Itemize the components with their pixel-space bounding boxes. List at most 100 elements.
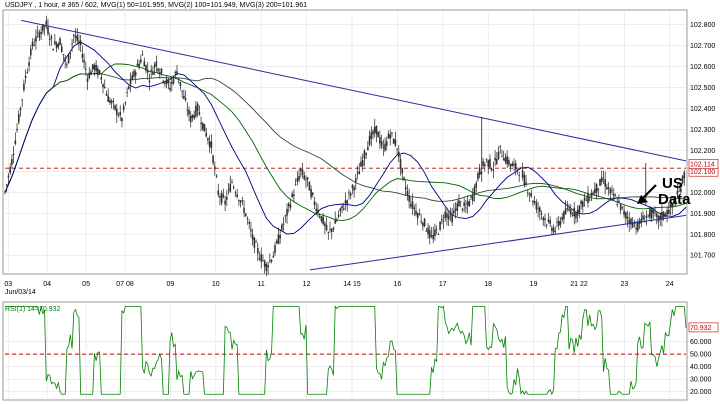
bar-body — [29, 48, 32, 56]
bar-body — [336, 219, 338, 221]
bar-body — [485, 159, 488, 160]
bar-body — [370, 132, 373, 139]
bar-body — [482, 161, 484, 166]
bar-body — [179, 81, 182, 87]
bar-body — [418, 213, 421, 215]
bar-body — [466, 201, 469, 206]
bar-body — [91, 64, 94, 69]
bar-body — [468, 201, 471, 207]
bar-body — [241, 200, 244, 202]
bar-body — [416, 213, 419, 219]
bar-body — [42, 23, 44, 32]
bar-body — [129, 78, 132, 85]
bar-body — [341, 205, 343, 209]
bar-body — [545, 224, 548, 226]
bar-body — [334, 219, 336, 224]
bar-body — [604, 179, 606, 187]
bar-body — [544, 218, 546, 221]
bar-body — [126, 91, 128, 93]
bar-body — [451, 214, 453, 223]
bar-body — [145, 65, 147, 71]
bar-body — [195, 106, 197, 117]
bar-body — [52, 49, 54, 51]
bar-body — [363, 150, 366, 159]
time-tick-label: 17 — [439, 281, 447, 288]
bar-body — [255, 241, 257, 243]
bar-body — [40, 31, 42, 34]
bar-body — [561, 217, 563, 220]
bar-body — [367, 146, 369, 151]
bar-body — [265, 263, 268, 271]
price-tick-label: 102.600 — [690, 64, 715, 71]
grid-lines — [5, 12, 686, 272]
bar-body — [394, 139, 397, 146]
bar-body — [398, 151, 400, 158]
bar-body — [158, 72, 161, 75]
price-tick-label: 101.700 — [690, 253, 715, 260]
bar-body — [103, 86, 106, 88]
bar-body — [458, 200, 460, 207]
bar-body — [16, 128, 18, 131]
date-label: Jun/03/14 — [5, 289, 36, 296]
bar-body — [657, 215, 660, 222]
bar-body — [317, 209, 319, 213]
bar-body — [24, 75, 27, 79]
rsi-panel — [2, 301, 688, 401]
bar-body — [19, 107, 22, 111]
bar-body — [678, 190, 680, 192]
bar-body — [640, 218, 643, 224]
bar-body — [583, 197, 586, 201]
bar-body — [121, 118, 123, 122]
bar-body — [315, 208, 318, 212]
bar-body — [344, 200, 347, 203]
bar-body — [435, 229, 438, 231]
bar-body — [330, 228, 333, 232]
bar-body — [406, 190, 409, 196]
bar-body — [7, 175, 10, 178]
bar-body — [263, 260, 266, 267]
bar-body — [671, 204, 674, 207]
rsi-tick-label: 20.000 — [690, 389, 712, 396]
bar-body — [207, 138, 209, 141]
bar-body — [294, 184, 297, 186]
bar-body — [281, 224, 283, 230]
bar-body — [339, 208, 342, 212]
bar-body — [360, 161, 362, 167]
bar-body — [274, 245, 276, 253]
bar-body — [403, 177, 405, 180]
bar-body — [107, 95, 109, 102]
bar-body — [167, 80, 170, 84]
bar-body — [55, 43, 58, 49]
rsi-tick-label: 50.000 — [690, 352, 712, 359]
bar-body — [368, 135, 371, 145]
bar-body — [525, 182, 527, 184]
bar-body — [277, 234, 280, 244]
rsi-tick-label: 40.000 — [690, 364, 712, 371]
price-tick-label: 102.000 — [690, 190, 715, 197]
bar-body — [76, 35, 79, 41]
bar-body — [282, 223, 285, 225]
bar-body — [327, 232, 330, 233]
bar-body — [201, 122, 204, 130]
bar-body — [9, 167, 11, 174]
bar-body — [220, 192, 223, 203]
bar-body — [508, 160, 510, 165]
bar-body — [38, 32, 41, 38]
bar-body — [518, 175, 520, 177]
bar-body — [594, 188, 596, 194]
upper-trendline — [21, 19, 687, 162]
bar-body — [219, 196, 221, 198]
bar-body — [146, 69, 149, 73]
bar-body — [64, 57, 66, 61]
bar-body — [628, 219, 631, 224]
bar-body — [427, 227, 429, 235]
time-tick-label: 24 — [666, 281, 674, 288]
bar-body — [57, 43, 60, 47]
bar-body — [270, 260, 273, 262]
bar-body — [71, 43, 73, 45]
bar-body — [422, 222, 424, 227]
bar-body — [578, 205, 581, 213]
bar-body — [110, 100, 113, 104]
bar-body — [23, 83, 25, 91]
bar-body — [112, 101, 115, 102]
